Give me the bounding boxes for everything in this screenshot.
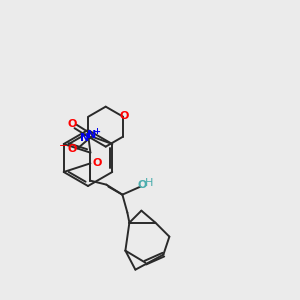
Text: O: O xyxy=(68,119,77,130)
Text: O: O xyxy=(68,145,77,154)
Text: N: N xyxy=(87,130,96,140)
Text: O: O xyxy=(92,158,102,168)
Text: +: + xyxy=(93,127,100,136)
Text: O: O xyxy=(119,111,129,121)
Text: O: O xyxy=(138,180,147,190)
Text: −: − xyxy=(59,142,68,152)
Text: N: N xyxy=(80,133,89,143)
Text: H: H xyxy=(145,178,154,188)
